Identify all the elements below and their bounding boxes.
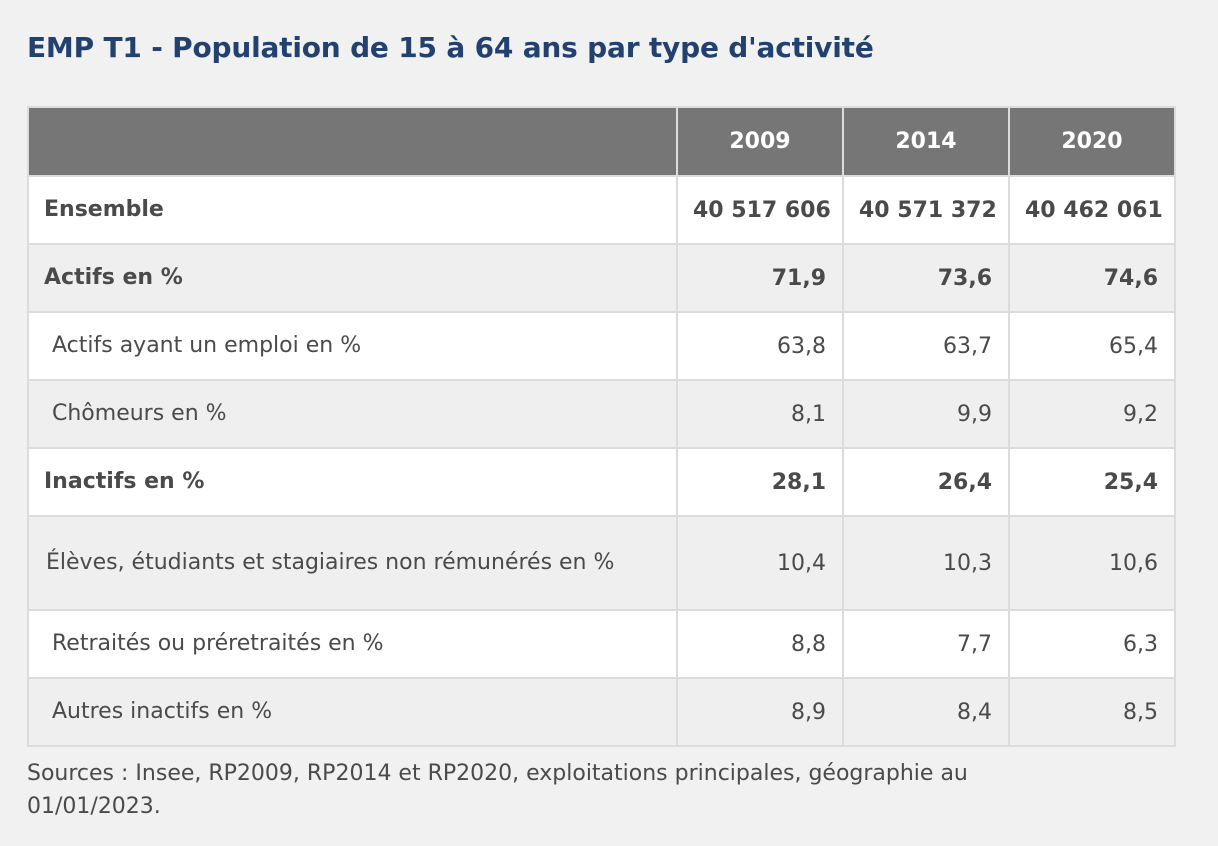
row-label: Ensemble xyxy=(27,175,678,245)
cell-value: 40 517 606 xyxy=(676,175,844,245)
cell-value: 74,6 xyxy=(1008,243,1176,313)
header-year-2020: 2020 xyxy=(1008,106,1176,177)
source-note: Sources : Insee, RP2009, RP2014 et RP202… xyxy=(27,761,968,819)
row-label: Chômeurs en % xyxy=(27,379,678,449)
row-label: Élèves, étudiants et stagiaires non rému… xyxy=(27,515,678,611)
table-row: Actifs en % 71,9 73,6 74,6 xyxy=(27,243,1176,313)
table-title: EMP T1 - Population de 15 à 64 ans par t… xyxy=(27,31,874,64)
cell-value: 63,8 xyxy=(676,311,844,381)
cell-value: 40 571 372 xyxy=(842,175,1010,245)
cell-value: 8,1 xyxy=(676,379,844,449)
cell-value: 71,9 xyxy=(676,243,844,313)
cell-value: 8,4 xyxy=(842,677,1010,747)
table-row: Retraités ou préretraités en % 8,8 7,7 6… xyxy=(27,609,1176,679)
row-label: Actifs en % xyxy=(27,243,678,313)
cell-value: 6,3 xyxy=(1008,609,1176,679)
table-header-row: 2009 2014 2020 xyxy=(27,106,1176,177)
cell-value: 8,9 xyxy=(676,677,844,747)
row-label: Actifs ayant un emploi en % xyxy=(27,311,678,381)
cell-value: 10,6 xyxy=(1008,515,1176,611)
cell-value: 25,4 xyxy=(1008,447,1176,517)
table-row: Autres inactifs en % 8,9 8,4 8,5 xyxy=(27,677,1176,747)
population-activity-table: 2009 2014 2020 Ensemble 40 517 606 40 57… xyxy=(27,106,1176,747)
cell-value: 65,4 xyxy=(1008,311,1176,381)
cell-value: 10,4 xyxy=(676,515,844,611)
cell-value: 8,5 xyxy=(1008,677,1176,747)
table-row: Chômeurs en % 8,1 9,9 9,2 xyxy=(27,379,1176,449)
table-row: Inactifs en % 28,1 26,4 25,4 xyxy=(27,447,1176,517)
row-label: Retraités ou préretraités en % xyxy=(27,609,678,679)
cell-value: 63,7 xyxy=(842,311,1010,381)
table-row: Actifs ayant un emploi en % 63,8 63,7 65… xyxy=(27,311,1176,381)
cell-value: 8,8 xyxy=(676,609,844,679)
cell-value: 40 462 061 xyxy=(1008,175,1176,245)
cell-value: 26,4 xyxy=(842,447,1010,517)
header-year-2009: 2009 xyxy=(676,106,844,177)
cell-value: 9,9 xyxy=(842,379,1010,449)
table-row: Élèves, étudiants et stagiaires non rému… xyxy=(27,515,1176,611)
row-label: Inactifs en % xyxy=(27,447,678,517)
cell-value: 28,1 xyxy=(676,447,844,517)
cell-value: 7,7 xyxy=(842,609,1010,679)
cell-value: 73,6 xyxy=(842,243,1010,313)
header-year-2014: 2014 xyxy=(842,106,1010,177)
table-row: Ensemble 40 517 606 40 571 372 40 462 06… xyxy=(27,175,1176,245)
cell-value: 10,3 xyxy=(842,515,1010,611)
row-label: Autres inactifs en % xyxy=(27,677,678,747)
header-empty-cell xyxy=(27,106,678,177)
cell-value: 9,2 xyxy=(1008,379,1176,449)
